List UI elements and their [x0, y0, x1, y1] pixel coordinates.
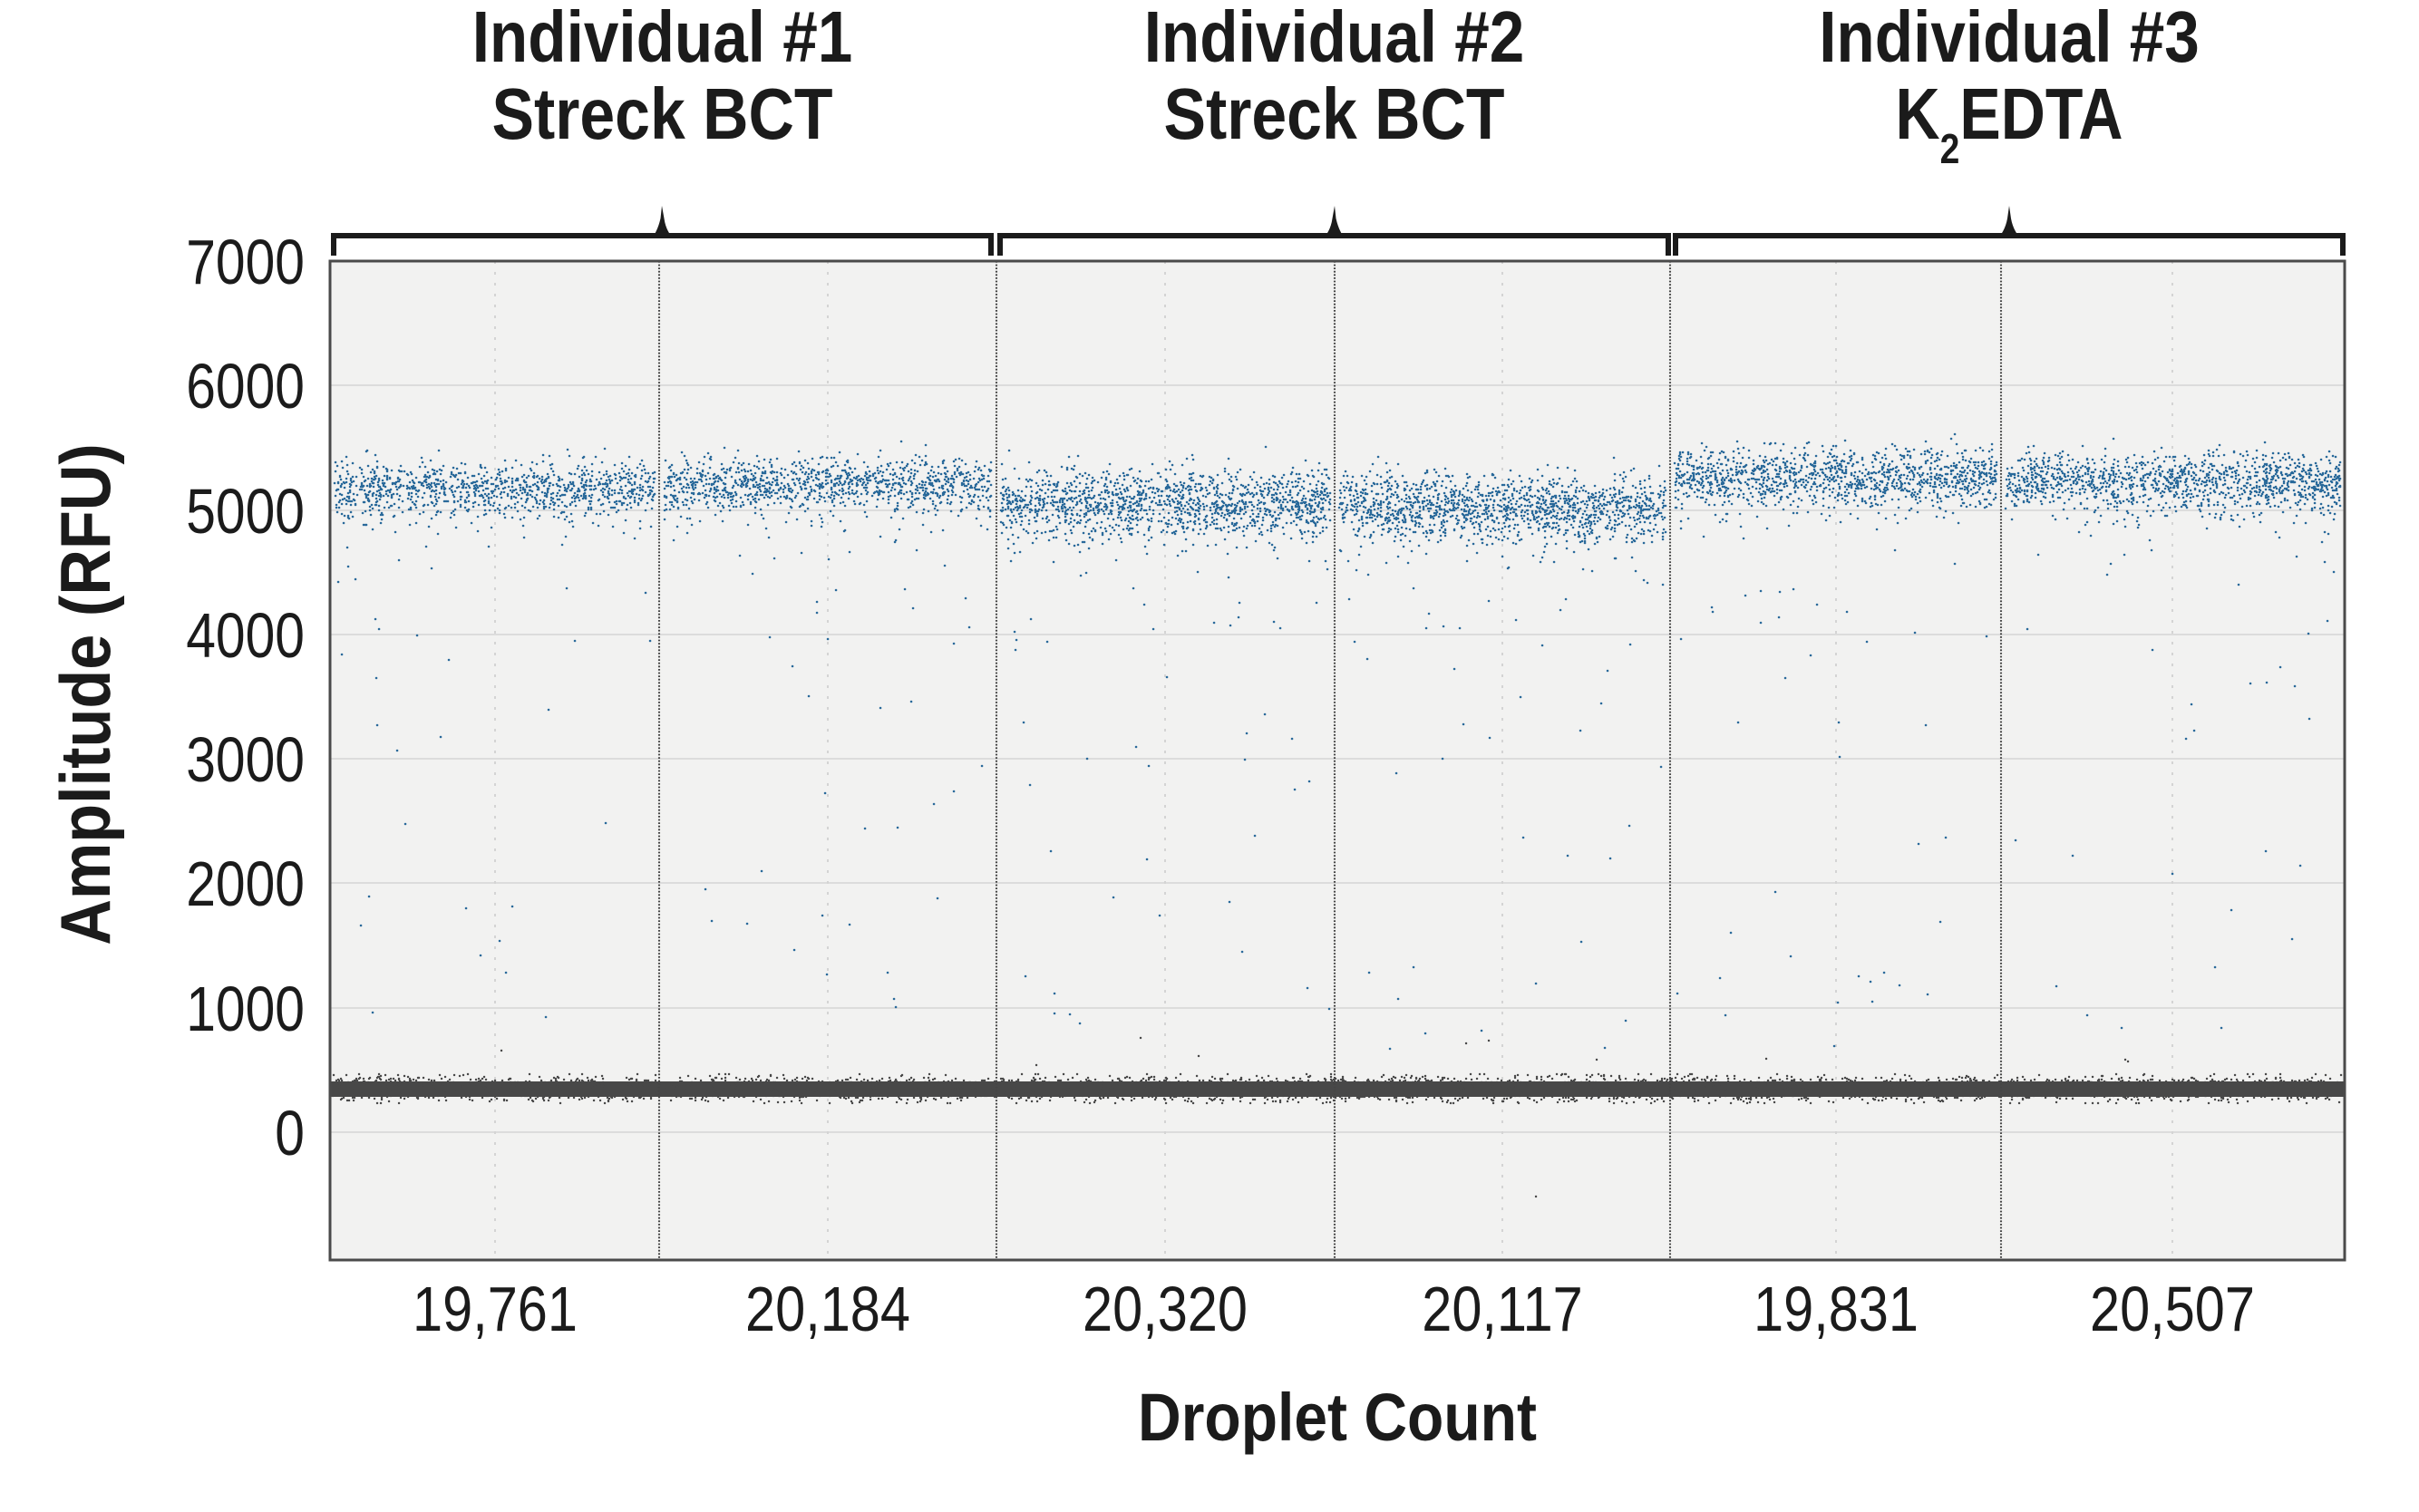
svg-text:Individual #3: Individual #3 [1819, 0, 2200, 77]
svg-text:20,507: 20,507 [2090, 1273, 2255, 1344]
svg-text:Individual #2: Individual #2 [1144, 0, 1525, 77]
svg-text:20,184: 20,184 [745, 1273, 910, 1344]
svg-text:Individual #1: Individual #1 [472, 0, 853, 77]
svg-text:6000: 6000 [186, 350, 305, 422]
svg-text:1000: 1000 [186, 973, 305, 1044]
svg-text:Streck BCT: Streck BCT [1163, 73, 1504, 155]
svg-text:Amplitude (RFU): Amplitude (RFU) [46, 443, 125, 945]
svg-text:2000: 2000 [186, 848, 305, 919]
svg-text:19,831: 19,831 [1754, 1273, 1919, 1344]
svg-text:Droplet Count: Droplet Count [1138, 1381, 1537, 1455]
svg-text:20,320: 20,320 [1083, 1273, 1248, 1344]
svg-text:0: 0 [275, 1097, 305, 1168]
svg-text:20,117: 20,117 [1422, 1273, 1583, 1344]
svg-text:19,761: 19,761 [413, 1273, 578, 1344]
svg-text:7000: 7000 [186, 226, 305, 297]
svg-text:Streck BCT: Streck BCT [491, 73, 832, 155]
svg-text:3000: 3000 [186, 723, 305, 795]
svg-text:5000: 5000 [186, 475, 305, 547]
svg-text:4000: 4000 [186, 599, 305, 671]
